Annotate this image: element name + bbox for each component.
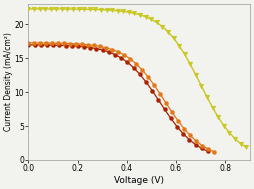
X-axis label: Voltage (V): Voltage (V) — [114, 176, 164, 185]
Y-axis label: Current Density (mA/cm²): Current Density (mA/cm²) — [4, 33, 13, 132]
